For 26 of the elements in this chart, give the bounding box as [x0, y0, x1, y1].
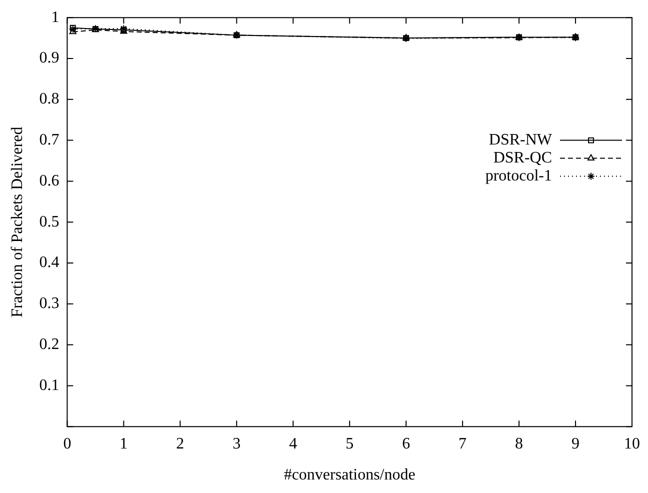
- x-tick-label: 2: [176, 435, 184, 452]
- legend-label: DSR-NW: [488, 132, 553, 149]
- y-tick-label: 1: [51, 8, 60, 26]
- x-tick-label: 6: [402, 435, 410, 452]
- y-tick-label: 0.2: [39, 336, 60, 354]
- x-tick-label: 5: [346, 435, 354, 452]
- y-tick-label: 0.6: [39, 172, 60, 190]
- x-tick-label: 4: [289, 435, 298, 452]
- y-tick-label: 0.9: [39, 50, 60, 67]
- y-tick-label: 0.3: [39, 295, 60, 312]
- x-tick-label: 7: [458, 435, 467, 452]
- y-tick-label: 0.5: [39, 213, 60, 230]
- x-axis-title: #conversations/node: [284, 466, 416, 484]
- x-tick-label: 9: [572, 435, 580, 452]
- x-tick-label: 0: [63, 435, 72, 452]
- x-tick-label: 1: [120, 435, 128, 452]
- y-tick-label: 0.1: [39, 376, 60, 394]
- x-tick-label: 10: [624, 435, 640, 452]
- y-tick-label: 0.7: [39, 132, 60, 149]
- y-tick-label: 0.8: [39, 90, 60, 108]
- legend-label: DSR-QC: [493, 150, 552, 167]
- y-axis-title: Fraction of Packets Delivered: [8, 126, 26, 318]
- y-tick-label: 0.4: [39, 254, 60, 272]
- legend-label: protocol-1: [485, 168, 552, 185]
- x-tick-label: 8: [515, 435, 524, 452]
- x-tick-label: 3: [232, 435, 241, 452]
